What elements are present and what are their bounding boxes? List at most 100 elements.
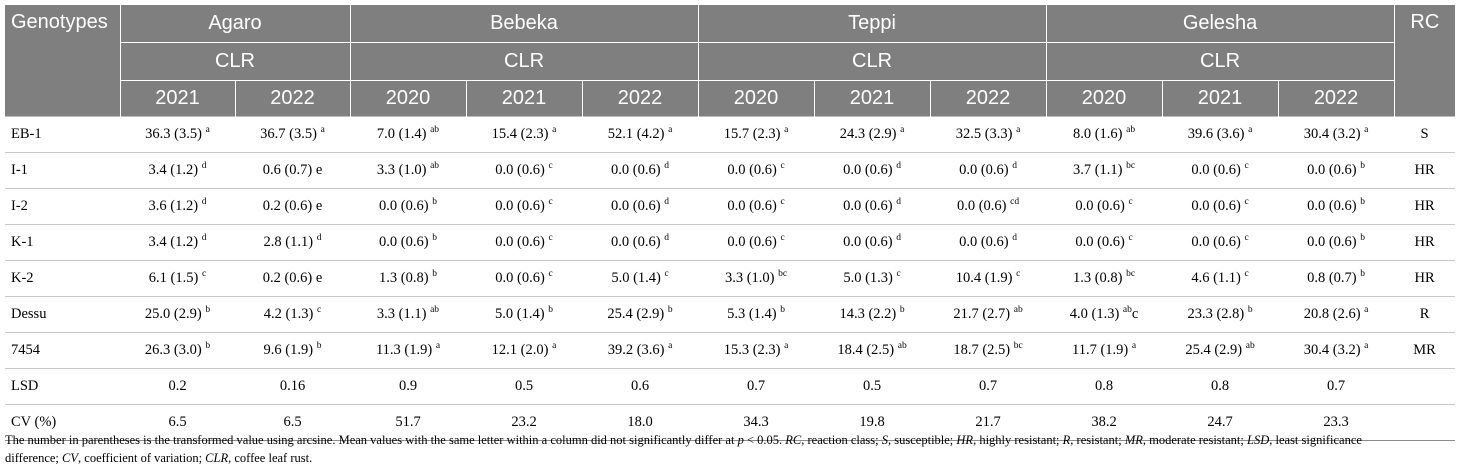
genotype-cell: I-2 xyxy=(5,188,120,225)
table-row: LSD 0.2 0.16 0.9 0.5 0.6 0.7 0.5 0.7 0.8 0.8 0.7 xyxy=(5,368,1456,405)
reaction-class-cell: MR xyxy=(1394,332,1456,369)
value-cell: 0.0 (0.6) c xyxy=(1162,224,1279,261)
significance-letter: b xyxy=(548,305,553,315)
cell-value: 24.7 xyxy=(1207,414,1233,430)
location-header-agaro: Agaro xyxy=(119,5,350,43)
significance-letter: d xyxy=(664,233,669,243)
value-cell: 26.3 (3.0) b xyxy=(120,332,235,369)
footnote-text: , resistant; xyxy=(1070,433,1125,447)
cell-value: 0.7 xyxy=(978,378,998,394)
year-header: 2020 xyxy=(697,80,815,117)
cell-value: 3.4 (1.2) xyxy=(148,234,199,250)
reaction-class-cell: HR xyxy=(1394,188,1456,225)
value-cell: 25.0 (2.9) b xyxy=(120,296,235,333)
cell-value: 0.0 (0.6) xyxy=(495,198,545,214)
cell-value: 0.0 (0.6) xyxy=(1191,162,1241,178)
significance-letter: c xyxy=(548,161,553,171)
cell-value: 0.0 (0.6) xyxy=(379,234,429,250)
value-cell: 23.2 xyxy=(466,404,582,441)
significance-letter: c xyxy=(201,269,207,279)
value-cell: 0.0 (0.6) d xyxy=(814,188,931,225)
year-header: 2021 xyxy=(465,80,582,117)
cell-value: 39.2 (3.6) xyxy=(607,342,665,358)
footnote-p: p xyxy=(737,433,744,447)
significance-letter: c xyxy=(1244,269,1249,279)
clr-header: CLR xyxy=(349,42,699,81)
value-cell: 23.3 (2.8) b xyxy=(1162,296,1279,333)
cell-value: 23.3 (2.8) xyxy=(1187,306,1245,322)
cell-value: 3.3 (1.1) xyxy=(376,306,427,322)
value-cell: 0.0 (0.6) d xyxy=(814,152,931,189)
significance-letter: a xyxy=(668,125,673,135)
cell-value: 0.0 (0.6) xyxy=(379,198,429,214)
significance-letter: a xyxy=(784,341,789,351)
cell-value: 6.1 (1.5) xyxy=(148,270,199,286)
year-header: 2021 xyxy=(119,80,235,117)
significance-letter: b xyxy=(432,197,437,207)
cell-value: 5.0 (1.3) xyxy=(843,270,893,286)
value-cell: 9.6 (1.9) b xyxy=(235,332,350,369)
year-header: 2022 xyxy=(234,80,350,117)
value-cell: 10.4 (1.9) c xyxy=(930,260,1047,297)
significance-letter: a xyxy=(784,125,789,135)
cell-value: 0.0 (0.6) xyxy=(1075,234,1125,250)
value-cell: 0.7 xyxy=(698,368,815,405)
value-cell: 0.0 (0.6) c xyxy=(698,152,815,189)
significance-letter: b xyxy=(432,269,437,279)
significance-letter: c xyxy=(1244,197,1249,207)
year-header: 2022 xyxy=(1277,80,1395,117)
footnote-abbr-clr: CLR xyxy=(205,451,229,465)
value-cell: 15.4 (2.3) a xyxy=(466,116,582,153)
significance-letter: c xyxy=(548,197,553,207)
value-cell: 34.3 xyxy=(698,404,815,441)
value-cell: 36.3 (3.5) a xyxy=(120,116,235,153)
value-cell: 0.6 xyxy=(582,368,699,405)
reaction-class-cell xyxy=(1394,368,1456,405)
location-header-bebeka: Bebeka xyxy=(349,5,699,43)
significance-letter: b xyxy=(780,305,785,315)
significance-letter: ab xyxy=(430,305,440,315)
significance-letter: d xyxy=(201,197,207,207)
footnote-text: , moderate resistant; xyxy=(1142,433,1248,447)
cell-value: 3.3 (1.0) xyxy=(376,162,427,178)
cell-value: 0.0 (0.6) xyxy=(495,270,545,286)
significance-letter: b xyxy=(1360,197,1366,207)
footnote-text: , reaction class; xyxy=(801,433,882,447)
value-cell: 32.5 (3.3) a xyxy=(930,116,1047,153)
significance-letter: d xyxy=(1012,161,1017,171)
value-cell: 6.5 xyxy=(235,404,350,441)
significance-letter: b xyxy=(1360,269,1366,279)
significance-letter: b xyxy=(1360,233,1366,243)
genotypes-header: Genotypes xyxy=(5,5,120,117)
cell-value: 23.2 xyxy=(511,414,537,430)
significance-letter: a xyxy=(668,341,673,351)
table-row: I-2 3.6 (1.2) d 0.2 (0.6) e 0.0 (0.6) b 0.0 … xyxy=(5,188,1456,225)
cell-value: 36.3 (3.5) xyxy=(145,126,202,142)
header-row-clr: CLR CLR CLR CLR xyxy=(5,42,1455,81)
location-header-gelesha: Gelesha xyxy=(1045,5,1395,43)
value-cell: 6.5 xyxy=(120,404,235,441)
location-header-teppi: Teppi xyxy=(697,5,1047,43)
value-cell: 11.3 (1.9) a xyxy=(350,332,466,369)
value-cell: 15.3 (2.3) a xyxy=(698,332,815,369)
significance-letter: c xyxy=(780,197,785,207)
value-cell: 30.4 (3.2) a xyxy=(1278,332,1395,369)
significance-letter: b xyxy=(1360,161,1366,171)
value-cell: 0.0 (0.6) b xyxy=(350,224,466,261)
value-cell: 2.8 (1.1) d xyxy=(235,224,350,261)
significance-letter: bc xyxy=(1126,269,1136,279)
significance-letter: c xyxy=(1128,197,1133,207)
significance-letter: c xyxy=(548,269,553,279)
year-header: 2020 xyxy=(349,80,466,117)
table-body: EB-1 36.3 (3.5) a 36.7 (3.5) a 7.0 (1.4) ab… xyxy=(5,116,1456,441)
value-cell: 4.6 (1.1) c xyxy=(1162,260,1279,297)
clr-header: CLR xyxy=(697,42,1047,81)
year-header: 2020 xyxy=(1045,80,1163,117)
reaction-class-cell: S xyxy=(1394,116,1456,153)
cell-value: 0.0 (0.6) xyxy=(1307,162,1357,178)
cell-value: 0.0 (0.6) xyxy=(611,162,661,178)
cell-value: 11.3 (1.9) xyxy=(375,342,433,358)
significance-letter: c xyxy=(548,233,553,243)
cell-value: 39.6 (3.6) xyxy=(1187,126,1245,142)
